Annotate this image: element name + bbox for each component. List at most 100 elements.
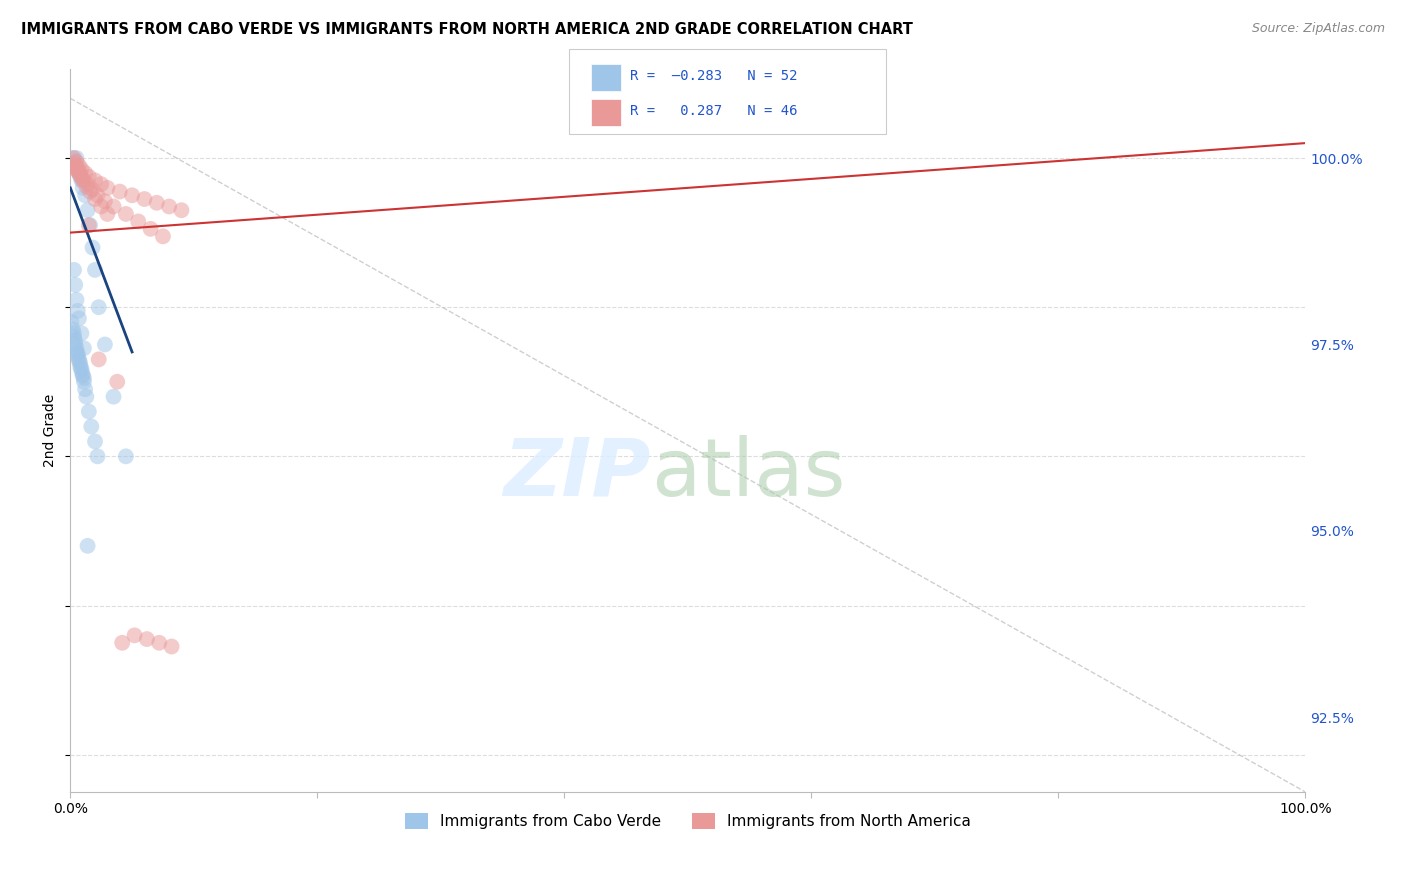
Point <box>66 346 89 360</box>
Point <box>84 173 107 187</box>
Point <box>66 304 89 318</box>
Point <box>90 199 112 213</box>
Point <box>70 361 93 376</box>
Point <box>82 182 104 196</box>
Point <box>65 345 87 359</box>
Point <box>69 359 91 374</box>
Text: R =   0.287   N = 46: R = 0.287 N = 46 <box>630 103 797 118</box>
Point <box>69 168 91 182</box>
Point <box>67 352 90 367</box>
Point <box>105 375 128 389</box>
Point <box>65 293 87 307</box>
Point <box>170 203 193 218</box>
Point <box>60 315 83 329</box>
Point <box>103 199 125 213</box>
Point <box>134 192 156 206</box>
Point <box>67 166 90 180</box>
Point <box>66 162 89 177</box>
Point <box>75 179 97 194</box>
Point <box>96 181 118 195</box>
Point <box>63 157 86 171</box>
Point <box>76 539 98 553</box>
Point <box>66 164 89 178</box>
Point <box>76 177 98 191</box>
Text: R =  –0.283   N = 52: R = –0.283 N = 52 <box>630 69 797 83</box>
Point <box>124 628 146 642</box>
Point <box>73 341 96 355</box>
Point <box>84 434 107 449</box>
Point <box>94 337 117 351</box>
Point <box>69 169 91 184</box>
Point <box>70 363 93 377</box>
Point <box>75 382 97 396</box>
Text: Source: ZipAtlas.com: Source: ZipAtlas.com <box>1251 22 1385 36</box>
Point <box>103 390 125 404</box>
Point <box>86 188 108 202</box>
Point <box>67 311 90 326</box>
Point <box>65 160 87 174</box>
Point <box>77 218 100 232</box>
Point <box>75 188 97 202</box>
Point <box>63 159 86 173</box>
Point <box>65 277 87 292</box>
Point <box>63 151 86 165</box>
Point <box>79 218 101 232</box>
Point <box>87 300 110 314</box>
Point <box>79 185 101 199</box>
Point <box>65 154 87 169</box>
Point <box>62 322 84 336</box>
Point <box>87 352 110 367</box>
Point <box>63 330 86 344</box>
Point <box>67 159 90 173</box>
Point <box>94 194 117 209</box>
Point <box>108 185 131 199</box>
Point <box>65 151 87 165</box>
Point <box>66 349 89 363</box>
Point <box>157 199 180 213</box>
Point <box>65 337 87 351</box>
Point <box>72 368 94 383</box>
Point <box>75 166 97 180</box>
Point <box>70 173 93 187</box>
Point <box>77 169 100 184</box>
Point <box>80 419 103 434</box>
Point <box>90 177 112 191</box>
Point <box>66 163 89 178</box>
Point <box>115 207 138 221</box>
Text: IMMIGRANTS FROM CABO VERDE VS IMMIGRANTS FROM NORTH AMERICA 2ND GRADE CORRELATIO: IMMIGRANTS FROM CABO VERDE VS IMMIGRANTS… <box>21 22 912 37</box>
Point <box>67 354 90 368</box>
Point <box>65 154 87 169</box>
Point <box>73 371 96 385</box>
Text: ZIP: ZIP <box>503 434 651 513</box>
Point <box>160 640 183 654</box>
Point <box>77 404 100 418</box>
Point <box>111 636 134 650</box>
Point <box>127 214 149 228</box>
Point <box>82 240 104 254</box>
Point <box>70 162 93 177</box>
Point <box>65 334 87 348</box>
Point <box>63 326 86 341</box>
Point <box>69 356 91 370</box>
Point <box>65 341 87 355</box>
Point <box>139 222 162 236</box>
Point <box>72 173 94 187</box>
Point <box>84 263 107 277</box>
Point <box>152 229 174 244</box>
Point <box>69 168 91 182</box>
Point <box>62 151 84 165</box>
Point <box>63 263 86 277</box>
Point <box>72 368 94 382</box>
Point <box>146 195 169 210</box>
Point <box>76 203 98 218</box>
Point <box>75 390 97 404</box>
Legend: Immigrants from Cabo Verde, Immigrants from North America: Immigrants from Cabo Verde, Immigrants f… <box>399 806 977 835</box>
Point <box>96 207 118 221</box>
Point <box>135 632 157 646</box>
Point <box>86 450 108 464</box>
Point <box>115 450 138 464</box>
Point <box>72 181 94 195</box>
Point <box>73 375 96 389</box>
Text: atlas: atlas <box>651 434 845 513</box>
Point <box>84 192 107 206</box>
